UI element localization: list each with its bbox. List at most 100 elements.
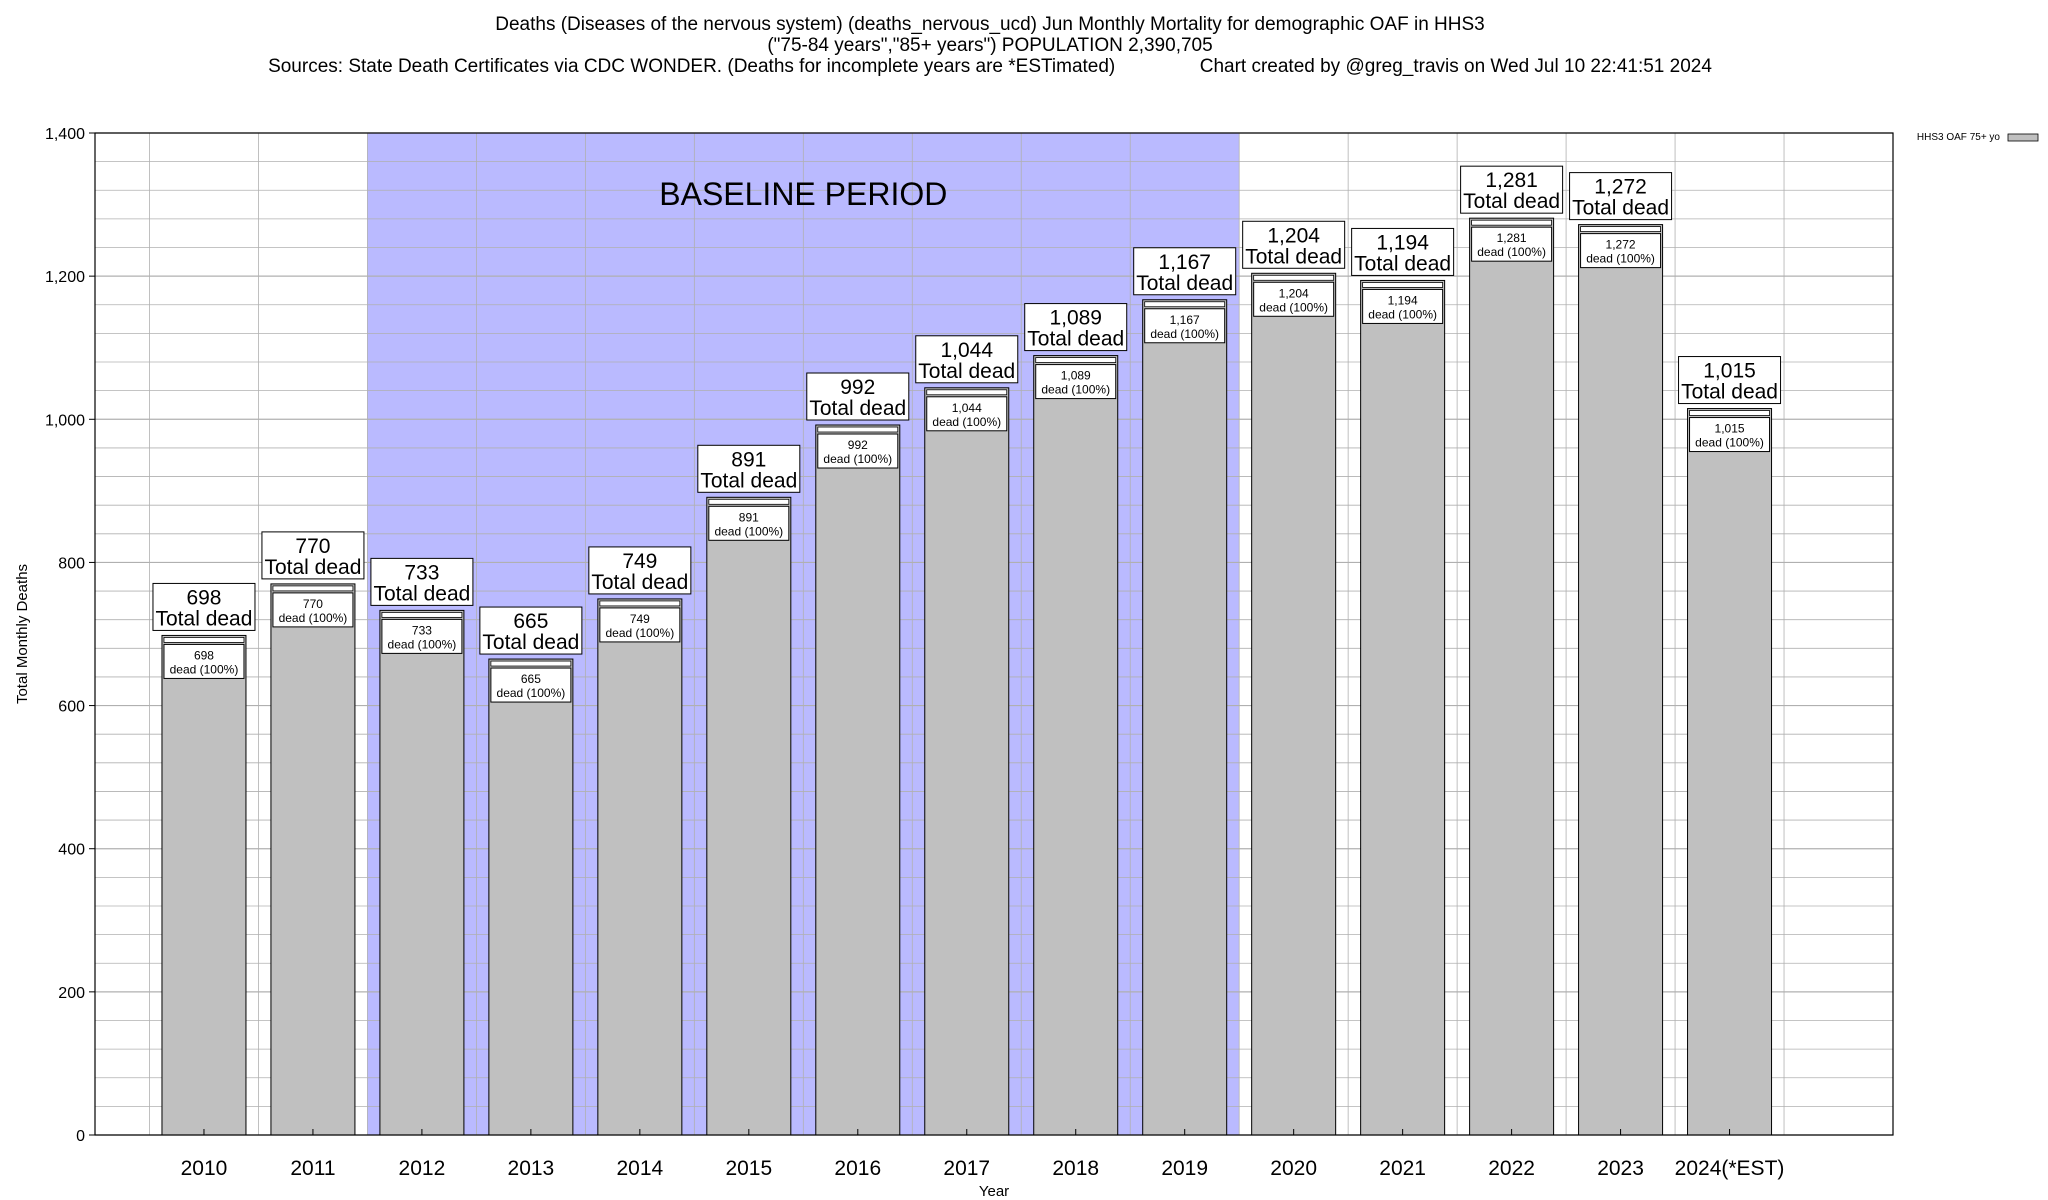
inner-dead-label: dead (100%) xyxy=(170,662,239,676)
inner-value-label: 1,015 xyxy=(1715,422,1745,436)
inner-value-label: 1,167 xyxy=(1170,313,1200,327)
inner-dead-label: dead (100%) xyxy=(497,686,566,700)
x-tick-label: 2012 xyxy=(399,1157,446,1180)
total-value-label: 1,281 xyxy=(1485,169,1538,192)
inner-label-box xyxy=(1035,364,1117,400)
inner-label-box xyxy=(599,607,681,643)
total-dead-label: Total dead xyxy=(156,607,253,630)
total-value-label: 992 xyxy=(840,376,875,399)
total-label-box xyxy=(1133,247,1237,296)
inner-dead-label: dead (100%) xyxy=(1586,252,1655,266)
total-label-box xyxy=(261,531,365,580)
bar xyxy=(706,496,792,1136)
bar-top-box xyxy=(1689,410,1770,416)
x-tick-label: 2023 xyxy=(1597,1157,1644,1180)
bar xyxy=(1142,299,1228,1136)
bar xyxy=(270,583,356,1136)
total-value-label: 1,044 xyxy=(940,339,993,362)
total-dead-label: Total dead xyxy=(1136,272,1233,295)
inner-label-box xyxy=(1689,417,1771,453)
total-label-box xyxy=(1460,165,1564,214)
total-dead-label: Total dead xyxy=(700,469,797,492)
bar-top-box xyxy=(1471,219,1553,226)
total-dead-label: Total dead xyxy=(1245,245,1342,268)
total-dead-label: Total dead xyxy=(264,556,361,579)
x-tick-label: 2010 xyxy=(181,1157,228,1180)
inner-dead-label: dead (100%) xyxy=(1150,327,1219,341)
bar-top-box xyxy=(599,600,681,607)
inner-dead-label: dead (100%) xyxy=(932,415,1001,429)
bar xyxy=(924,387,1010,1136)
baseline-period-label: BASELINE PERIOD xyxy=(659,176,947,212)
total-value-label: 749 xyxy=(622,550,657,573)
inner-value-label: 1,194 xyxy=(1388,293,1418,307)
inner-dead-label: dead (100%) xyxy=(279,611,348,625)
total-dead-label: Total dead xyxy=(809,397,906,420)
x-tick-label: 2024(*EST) xyxy=(1675,1157,1785,1180)
chart-title-block: Deaths (Diseases of the nervous system) … xyxy=(0,14,1980,77)
inner-label-box xyxy=(926,396,1008,432)
total-value-label: 1,272 xyxy=(1594,176,1647,199)
bar xyxy=(1360,279,1446,1136)
inner-label-box xyxy=(1580,233,1662,269)
x-axis-label: Year xyxy=(979,1183,1009,1200)
inner-label-box xyxy=(1253,281,1335,317)
total-label-box xyxy=(1242,220,1346,269)
x-tick-label: 2020 xyxy=(1270,1157,1317,1180)
inner-label-box xyxy=(1144,308,1226,344)
x-tick-label: 2011 xyxy=(290,1157,335,1180)
inner-label-box xyxy=(1471,226,1553,262)
chart-source-line: Sources: State Death Certificates via CD… xyxy=(268,56,1712,77)
x-tick-label: 2021 xyxy=(1379,1157,1426,1180)
total-dead-label: Total dead xyxy=(1681,381,1778,404)
total-value-label: 665 xyxy=(513,610,548,633)
inner-label-box xyxy=(163,643,245,679)
bar-top-box xyxy=(272,585,354,592)
total-label-box xyxy=(697,444,801,493)
y-tick-label: 0 xyxy=(76,1128,85,1145)
total-label-box xyxy=(1024,303,1128,352)
total-dead-label: Total dead xyxy=(1572,197,1669,220)
x-tick-label: 2019 xyxy=(1161,1157,1208,1180)
inner-value-label: 891 xyxy=(739,510,759,524)
inner-dead-label: dead (100%) xyxy=(1695,436,1764,450)
y-tick-label: 1,400 xyxy=(45,126,85,143)
total-label-box xyxy=(806,372,910,421)
inner-label-box xyxy=(817,433,899,469)
inner-label-box xyxy=(1362,288,1444,324)
bar-top-box xyxy=(1580,226,1661,233)
total-label-box xyxy=(1351,227,1455,276)
total-value-label: 1,167 xyxy=(1158,251,1211,274)
inner-label-box xyxy=(381,618,463,654)
total-label-box xyxy=(479,606,583,655)
legend-swatch xyxy=(2007,133,2039,142)
bar-top-box xyxy=(490,660,572,667)
x-tick-label: 2016 xyxy=(834,1157,881,1180)
inner-dead-label: dead (100%) xyxy=(714,524,783,538)
inner-value-label: 1,272 xyxy=(1606,238,1636,252)
inner-value-label: 1,281 xyxy=(1497,231,1527,245)
chart-title: Deaths (Diseases of the nervous system) … xyxy=(495,14,1485,35)
total-label-box xyxy=(1569,172,1673,221)
bar xyxy=(597,598,683,1136)
inner-value-label: 665 xyxy=(521,672,541,686)
total-label-box xyxy=(915,335,1019,384)
total-dead-label: Total dead xyxy=(918,360,1015,383)
total-value-label: 1,089 xyxy=(1049,307,1102,330)
inner-dead-label: dead (100%) xyxy=(1368,307,1437,321)
bar xyxy=(161,634,247,1136)
total-value-label: 733 xyxy=(404,561,439,584)
bar xyxy=(1033,355,1119,1136)
total-value-label: 1,204 xyxy=(1267,224,1320,247)
x-tick-label: 2015 xyxy=(725,1157,772,1180)
inner-dead-label: dead (100%) xyxy=(605,626,674,640)
total-label-box xyxy=(152,582,256,631)
bar xyxy=(379,609,465,1136)
chart-subtitle: ("75-84 years","85+ years") POPULATION 2… xyxy=(767,35,1213,56)
inner-dead-label: dead (100%) xyxy=(1477,245,1546,259)
inner-value-label: 733 xyxy=(412,623,432,637)
total-dead-label: Total dead xyxy=(1027,328,1124,351)
total-value-label: 1,015 xyxy=(1703,360,1756,383)
y-axis-label: Total Monthly Deaths xyxy=(14,564,31,704)
